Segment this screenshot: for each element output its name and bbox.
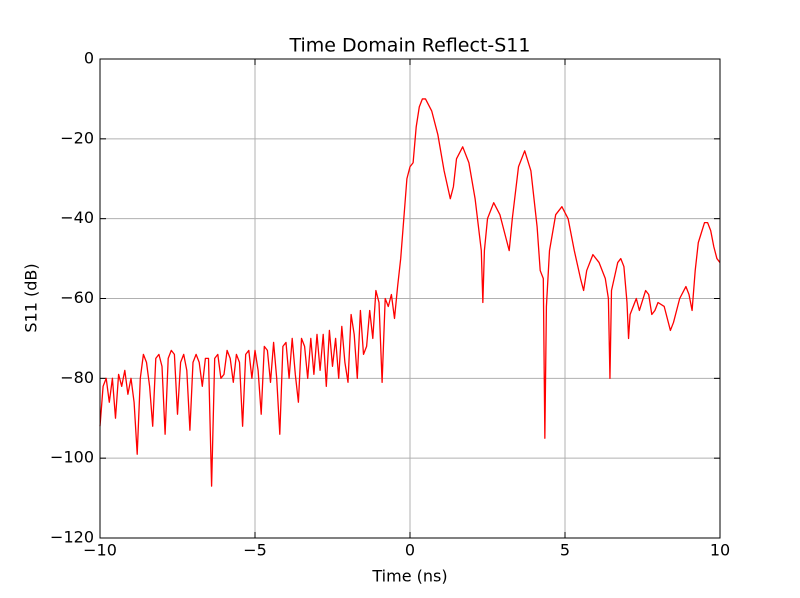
- y-tick-label: −100: [50, 448, 94, 467]
- y-tick-label: −120: [50, 528, 94, 547]
- x-tick-label: 5: [560, 541, 570, 560]
- y-tick-label: −60: [60, 288, 94, 307]
- x-axis-label: Time (ns): [371, 567, 447, 586]
- y-tick-label: −20: [60, 128, 94, 147]
- x-tick-label: −5: [243, 541, 267, 560]
- x-tick-label: −10: [83, 541, 117, 560]
- y-axis-label: S11 (dB): [22, 263, 41, 332]
- x-tick-label: 10: [710, 541, 730, 560]
- plot-frame: [99, 58, 721, 539]
- y-tick-label: −40: [60, 208, 94, 227]
- chart-title: Time Domain Reflect-S11: [289, 35, 531, 57]
- y-tick-label: −80: [60, 368, 94, 387]
- data-line: [99, 98, 721, 487]
- y-tick-label: 0: [84, 49, 94, 68]
- x-tick-label: 0: [405, 541, 415, 560]
